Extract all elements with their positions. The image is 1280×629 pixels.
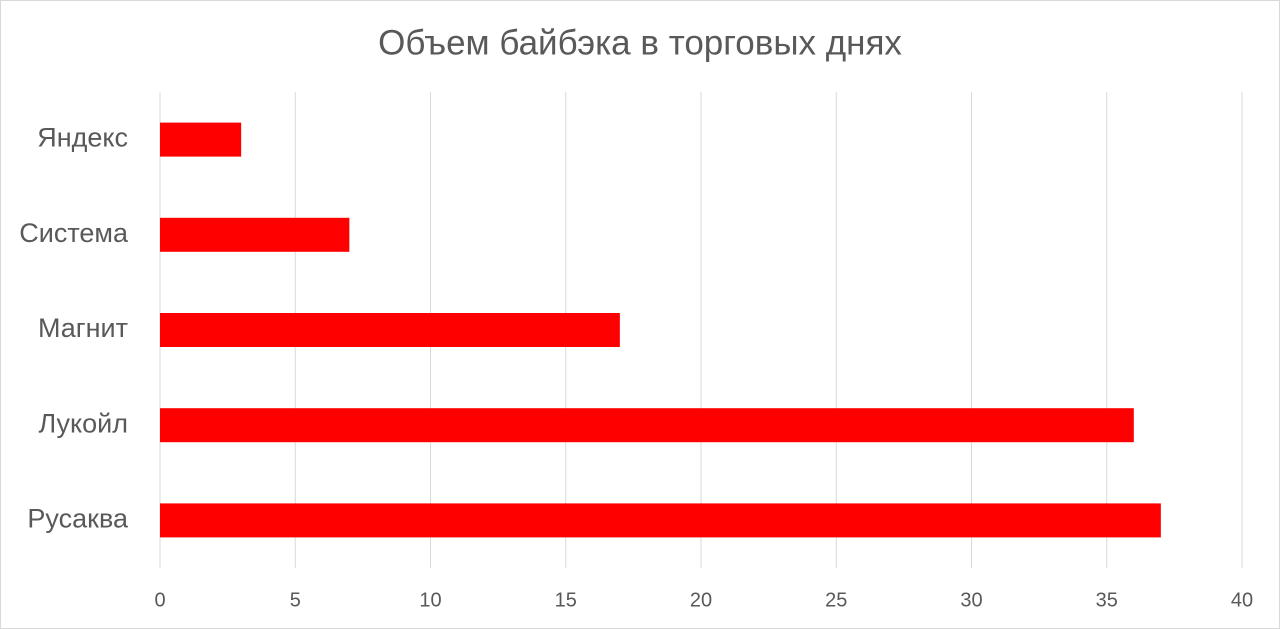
bar: [160, 313, 620, 347]
bar: [160, 503, 1161, 538]
y-tick-label: Яндекс: [37, 123, 128, 153]
x-tick-label: 15: [555, 589, 577, 611]
chart-title: Объем байбэка в торговых днях: [378, 23, 902, 62]
x-tick-label: 40: [1231, 589, 1253, 611]
y-tick-label: Лукойл: [39, 408, 129, 438]
x-tick-label: 0: [154, 589, 165, 611]
bar: [160, 217, 350, 252]
x-tick-label: 30: [960, 589, 982, 611]
x-tick-label: 35: [1096, 589, 1118, 611]
x-tick-label: 5: [290, 589, 301, 611]
bar: [160, 408, 1134, 443]
x-tick-label: 20: [690, 589, 712, 611]
x-tick-label: 25: [825, 589, 847, 611]
y-tick-label: Магнит: [38, 313, 128, 343]
x-tick-label: 10: [419, 589, 441, 611]
bar: [160, 122, 242, 157]
y-tick-label: Русаква: [27, 504, 129, 534]
y-tick-label: Система: [19, 218, 129, 248]
